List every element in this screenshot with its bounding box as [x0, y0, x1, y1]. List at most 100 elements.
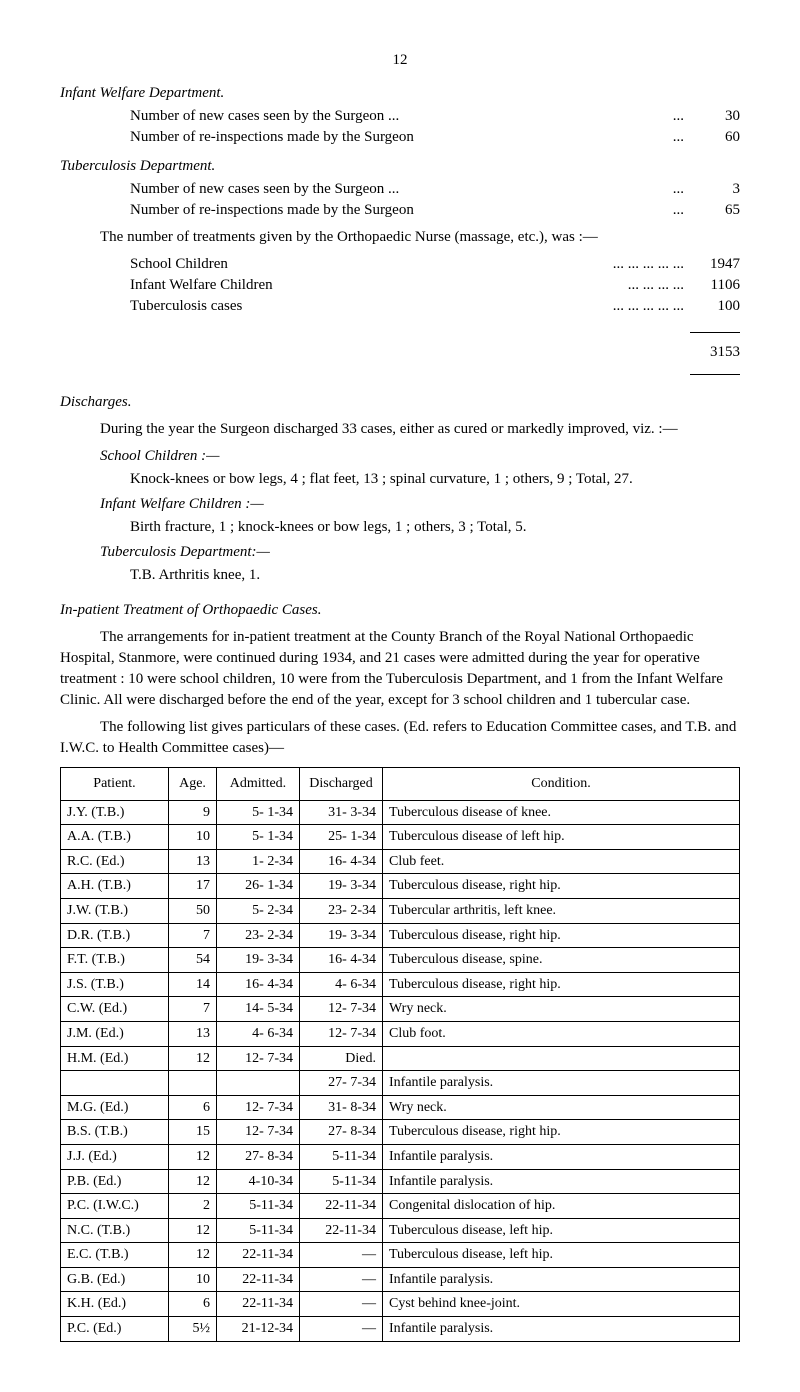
- table-cell: M.G. (Ed.): [61, 1095, 169, 1120]
- table-cell: 22-11-34: [217, 1292, 300, 1317]
- table-cell: 5- 1-34: [217, 825, 300, 850]
- table-cell: 12- 7-34: [217, 1046, 300, 1071]
- table-row: E.C. (T.B.)1222-11-34—Tuberculous diseas…: [61, 1243, 740, 1268]
- table-cell: Tuberculous disease of left hip.: [383, 825, 740, 850]
- table-cell: 4- 6-34: [300, 972, 383, 997]
- table-row: J.M. (Ed.)134- 6-3412- 7-34Club foot.: [61, 1021, 740, 1046]
- table-cell: 22-11-34: [217, 1267, 300, 1292]
- table-cell: 19- 3-34: [300, 923, 383, 948]
- inpatient-para2: The following list gives particulars of …: [60, 717, 740, 759]
- table-cell: J.W. (T.B.): [61, 898, 169, 923]
- table-cell: 50: [169, 898, 217, 923]
- table-cell: 5- 1-34: [217, 800, 300, 825]
- infant-children-text: Birth fracture, 1 ; knock-knees or bow l…: [130, 517, 740, 538]
- stat-line: School Children... ... ... ... ...1947: [130, 254, 740, 275]
- table-header: Admitted.: [217, 768, 300, 801]
- table-row: 27- 7-34Infantile paralysis.: [61, 1071, 740, 1096]
- school-children-title: School Children :—: [100, 446, 740, 467]
- table-row: P.C. (Ed.)5½21-12-34—Infantile paralysis…: [61, 1317, 740, 1342]
- table-cell: 13: [169, 1021, 217, 1046]
- table-cell: 22-11-34: [300, 1218, 383, 1243]
- stat-dots: ... ... ... ... ...: [607, 296, 690, 317]
- table-cell: F.T. (T.B.): [61, 948, 169, 973]
- table-cell: 12: [169, 1144, 217, 1169]
- inpatient-title: In-patient Treatment of Orthopaedic Case…: [60, 600, 740, 621]
- stat-line: Number of re-inspections made by the Sur…: [130, 127, 740, 148]
- table-cell: J.J. (Ed.): [61, 1144, 169, 1169]
- table-cell: 12- 7-34: [217, 1120, 300, 1145]
- table-cell: 16- 4-34: [300, 948, 383, 973]
- table-cell: 12- 7-34: [300, 997, 383, 1022]
- table-row: C.W. (Ed.)714- 5-3412- 7-34Wry neck.: [61, 997, 740, 1022]
- table-cell: —: [300, 1317, 383, 1342]
- stat-line: Infant Welfare Children... ... ... ...11…: [130, 275, 740, 296]
- table-cell: 27- 8-34: [300, 1120, 383, 1145]
- table-cell: 27- 7-34: [300, 1071, 383, 1096]
- table-header: Age.: [169, 768, 217, 801]
- table-cell: Tuberculous disease, left hip.: [383, 1243, 740, 1268]
- stat-label: Number of re-inspections made by the Sur…: [130, 127, 667, 148]
- table-cell: 31- 8-34: [300, 1095, 383, 1120]
- table-cell: —: [300, 1243, 383, 1268]
- table-cell: 10: [169, 825, 217, 850]
- table-cell: 4- 6-34: [217, 1021, 300, 1046]
- table-row: D.R. (T.B.)723- 2-3419- 3-34Tuberculous …: [61, 923, 740, 948]
- tb-children-title: Tuberculosis Department:—: [100, 542, 740, 563]
- table-cell: E.C. (T.B.): [61, 1243, 169, 1268]
- stat-line: Number of new cases seen by the Surgeon …: [130, 106, 740, 127]
- table-cell: 31- 3-34: [300, 800, 383, 825]
- table-row: A.A. (T.B.)105- 1-3425- 1-34Tuberculous …: [61, 825, 740, 850]
- table-cell: [61, 1071, 169, 1096]
- table-row: J.Y. (T.B.)95- 1-3431- 3-34Tuberculous d…: [61, 800, 740, 825]
- table-cell: Tuberculous disease, left hip.: [383, 1218, 740, 1243]
- table-cell: Tuberculous disease, spine.: [383, 948, 740, 973]
- table-cell: 17: [169, 874, 217, 899]
- table-cell: [217, 1071, 300, 1096]
- stat-dots: ...: [667, 106, 690, 127]
- stat-label: Number of re-inspections made by the Sur…: [130, 200, 667, 221]
- table-cell: 2: [169, 1194, 217, 1219]
- stat-dots: ... ... ... ...: [622, 275, 690, 296]
- table-cell: 5-11-34: [217, 1218, 300, 1243]
- table-cell: P.B. (Ed.): [61, 1169, 169, 1194]
- stat-value: 100: [690, 296, 740, 317]
- table-header-row: Patient.Age.Admitted.DischargedCondition…: [61, 768, 740, 801]
- table-cell: 54: [169, 948, 217, 973]
- discharges-title: Discharges.: [60, 392, 740, 413]
- table-cell: 12: [169, 1046, 217, 1071]
- table-cell: 5-11-34: [217, 1194, 300, 1219]
- table-cell: 14- 5-34: [217, 997, 300, 1022]
- table-cell: —: [300, 1292, 383, 1317]
- table-cell: [169, 1071, 217, 1096]
- table-row: N.C. (T.B.)125-11-3422-11-34Tuberculous …: [61, 1218, 740, 1243]
- table-cell: 7: [169, 923, 217, 948]
- table-cell: N.C. (T.B.): [61, 1218, 169, 1243]
- table-cell: 1- 2-34: [217, 849, 300, 874]
- stat-dots: ...: [667, 200, 690, 221]
- table-cell: Club feet.: [383, 849, 740, 874]
- table-row: J.J. (Ed.)1227- 8-345-11-34Infantile par…: [61, 1144, 740, 1169]
- table-cell: A.H. (T.B.): [61, 874, 169, 899]
- table-row: A.H. (T.B.)1726- 1-3419- 3-34Tuberculous…: [61, 874, 740, 899]
- table-cell: 12- 7-34: [300, 1021, 383, 1046]
- table-cell: 5½: [169, 1317, 217, 1342]
- ortho-total-box: 3153: [60, 321, 740, 384]
- table-cell: Infantile paralysis.: [383, 1267, 740, 1292]
- table-cell: D.R. (T.B.): [61, 923, 169, 948]
- table-cell: 22-11-34: [217, 1243, 300, 1268]
- table-row: M.G. (Ed.)612- 7-3431- 8-34Wry neck.: [61, 1095, 740, 1120]
- table-cell: 23- 2-34: [300, 898, 383, 923]
- table-cell: 12: [169, 1169, 217, 1194]
- table-cell: Wry neck.: [383, 1095, 740, 1120]
- table-cell: P.C. (Ed.): [61, 1317, 169, 1342]
- table-cell: 26- 1-34: [217, 874, 300, 899]
- table-row: G.B. (Ed.)1022-11-34—Infantile paralysis…: [61, 1267, 740, 1292]
- table-cell: C.W. (Ed.): [61, 997, 169, 1022]
- stat-dots: ... ... ... ... ...: [607, 254, 690, 275]
- table-cell: Cyst behind knee-joint.: [383, 1292, 740, 1317]
- stat-line: Number of re-inspections made by the Sur…: [130, 200, 740, 221]
- table-cell: 4-10-34: [217, 1169, 300, 1194]
- table-cell: Tuberculous disease, right hip.: [383, 874, 740, 899]
- table-row: P.B. (Ed.)124-10-345-11-34Infantile para…: [61, 1169, 740, 1194]
- table-cell: K.H. (Ed.): [61, 1292, 169, 1317]
